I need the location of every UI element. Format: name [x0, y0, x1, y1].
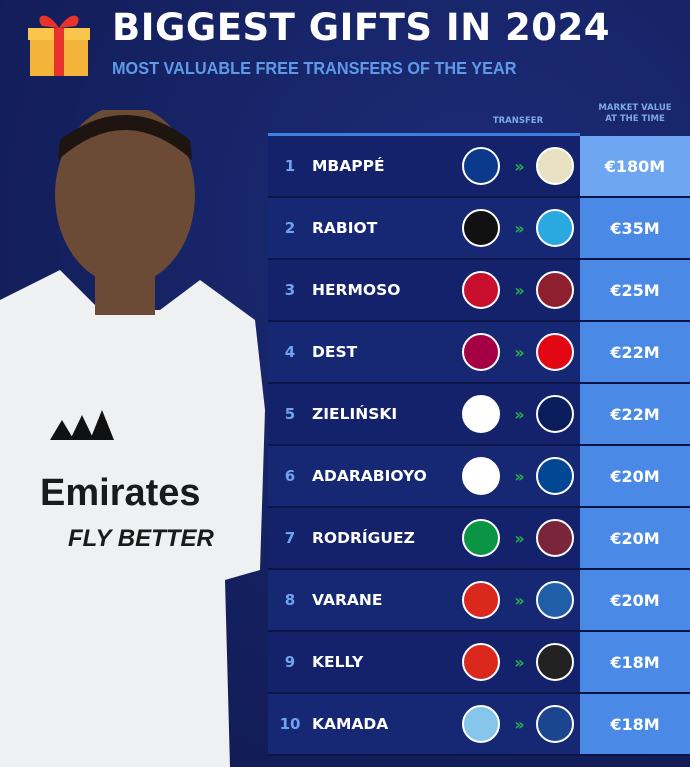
table-row: 9 KELLY ›› €18M [268, 632, 690, 694]
row-info: 10 KAMADA ›› [268, 694, 580, 754]
from-club-logo-icon [462, 581, 500, 619]
page-subtitle: MOST VALUABLE FREE TRANSFERS OF THE YEAR [112, 58, 517, 78]
player-name: KELLY [312, 653, 364, 671]
table-top-line [268, 133, 580, 136]
page-title: BIGGEST GIFTS IN 2024 [112, 6, 611, 49]
row-info: 7 RODRÍGUEZ ›› [268, 508, 580, 568]
player-name: RODRÍGUEZ [312, 529, 415, 547]
rank: 1 [284, 157, 296, 175]
gift-icon [28, 15, 90, 76]
value-header-line2: AT THE TIME [605, 114, 665, 124]
market-value: €20M [580, 446, 690, 506]
market-value: €20M [580, 508, 690, 568]
rank: 5 [284, 405, 296, 423]
to-club-logo-icon [536, 209, 574, 247]
row-info: 3 HERMOSO ›› [268, 260, 580, 320]
to-club-logo-icon [536, 271, 574, 309]
market-value: €22M [580, 384, 690, 444]
table-row: 3 HERMOSO ›› €25M [268, 260, 690, 322]
market-value: €25M [580, 260, 690, 320]
rank: 9 [284, 653, 296, 671]
table-row: 4 DEST ›› €22M [268, 322, 690, 384]
player-name: DEST [312, 343, 358, 361]
market-value: €35M [580, 198, 690, 258]
to-club-logo-icon [536, 705, 574, 743]
player-name: MBAPPÉ [312, 157, 385, 175]
from-club-logo-icon [462, 519, 500, 557]
market-value: €20M [580, 570, 690, 630]
shirt-sponsor: Emirates [40, 472, 201, 514]
row-info: 4 DEST ›› [268, 322, 580, 382]
row-info: 2 RABIOT ›› [268, 198, 580, 258]
table-row: 5 ZIELIŃSKI ›› €22M [268, 384, 690, 446]
rank: 7 [284, 529, 296, 547]
rank: 6 [284, 467, 296, 485]
from-club-logo-icon [462, 147, 500, 185]
double-chevron-right-icon: ›› [514, 342, 524, 362]
to-club-logo-icon [536, 147, 574, 185]
to-club-logo-icon [536, 581, 574, 619]
from-club-logo-icon [462, 333, 500, 371]
player-photo: Emirates FLY BETTER [0, 110, 265, 767]
from-club-logo-icon [462, 209, 500, 247]
rank: 10 [279, 715, 301, 733]
market-value: €22M [580, 322, 690, 382]
double-chevron-right-icon: ›› [514, 404, 524, 424]
double-chevron-right-icon: ›› [514, 652, 524, 672]
row-info: 5 ZIELIŃSKI ›› [268, 384, 580, 444]
to-club-logo-icon [536, 643, 574, 681]
to-club-logo-icon [536, 519, 574, 557]
transfer-column-header: TRANSFER [492, 116, 544, 126]
player-name: HERMOSO [312, 281, 401, 299]
to-club-logo-icon [536, 395, 574, 433]
from-club-logo-icon [462, 271, 500, 309]
player-name: ADARABIOYO [312, 467, 427, 485]
table-row: 2 RABIOT ›› €35M [268, 198, 690, 260]
table-row: 10 KAMADA ›› €18M [268, 694, 690, 756]
double-chevron-right-icon: ›› [514, 714, 524, 734]
table-row: 7 RODRÍGUEZ ›› €20M [268, 508, 690, 570]
row-info: 6 ADARABIOYO ›› [268, 446, 580, 506]
double-chevron-right-icon: ›› [514, 466, 524, 486]
from-club-logo-icon [462, 395, 500, 433]
value-header-line1: MARKET VALUE [598, 103, 672, 113]
from-club-logo-icon [462, 705, 500, 743]
player-name: KAMADA [312, 715, 389, 733]
row-info: 8 VARANE ›› [268, 570, 580, 630]
table-row: 1 MBAPPÉ ›› €180M [268, 136, 690, 198]
row-info: 9 KELLY ›› [268, 632, 580, 692]
shirt-slogan: FLY BETTER [68, 525, 214, 552]
to-club-logo-icon [536, 333, 574, 371]
market-value: €18M [580, 632, 690, 692]
market-value: €18M [580, 694, 690, 754]
table-row: 8 VARANE ›› €20M [268, 570, 690, 632]
rank: 2 [284, 219, 296, 237]
transfers-table: 1 MBAPPÉ ›› €180M 2 RABIOT ›› €35M 3 HER… [268, 133, 690, 756]
to-club-logo-icon [536, 457, 574, 495]
row-info: 1 MBAPPÉ ›› [268, 136, 580, 196]
market-value: €180M [580, 136, 690, 196]
player-name: ZIELIŃSKI [312, 405, 398, 423]
table-row: 6 ADARABIOYO ›› €20M [268, 446, 690, 508]
player-name: RABIOT [312, 219, 378, 237]
value-column-header: MARKET VALUE AT THE TIME [590, 103, 680, 125]
from-club-logo-icon [462, 643, 500, 681]
from-club-logo-icon [462, 457, 500, 495]
double-chevron-right-icon: ›› [514, 528, 524, 548]
rank: 4 [284, 343, 296, 361]
rank: 3 [284, 281, 296, 299]
player-name: VARANE [312, 591, 383, 609]
double-chevron-right-icon: ›› [514, 218, 524, 238]
double-chevron-right-icon: ›› [514, 280, 524, 300]
double-chevron-right-icon: ›› [514, 156, 524, 176]
double-chevron-right-icon: ›› [514, 590, 524, 610]
rank: 8 [284, 591, 296, 609]
